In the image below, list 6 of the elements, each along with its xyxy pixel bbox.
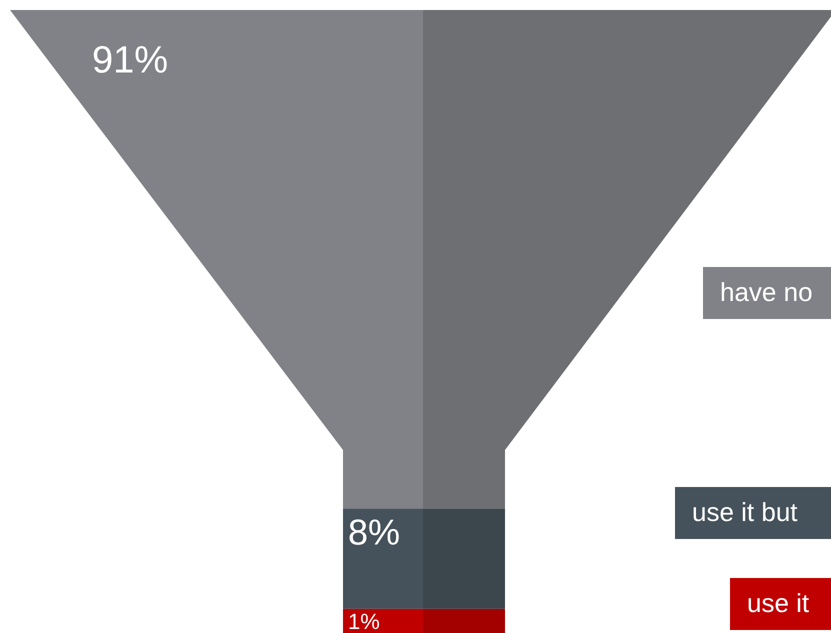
category-label: use it	[747, 588, 810, 618]
category-label: use it but	[692, 497, 798, 528]
data-label: 91%	[92, 39, 168, 82]
data-label: 8%	[348, 512, 400, 553]
data-label: 1%	[348, 608, 380, 633]
category-label: have no	[720, 277, 813, 308]
